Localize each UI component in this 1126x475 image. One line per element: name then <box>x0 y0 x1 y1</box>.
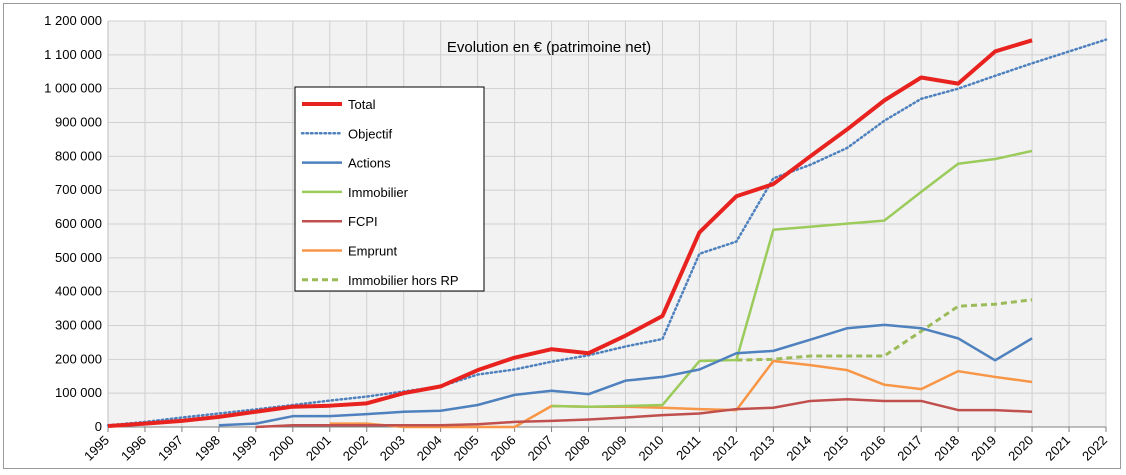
x-tick-label: 2013 <box>746 433 777 464</box>
x-tick-label: 2010 <box>636 433 667 464</box>
chart-frame: 0 100 000 200 000 300 000 400 000 500 000 600 … <box>3 3 1121 469</box>
x-tick-label: 2015 <box>820 433 851 464</box>
legend-label-immobilier: Immobilier <box>348 185 409 200</box>
x-tick-label: 1996 <box>118 433 149 464</box>
series-line-immobilier-hors-rp <box>736 298 1033 362</box>
y-tick-label: 700 000 <box>55 182 102 197</box>
legend-label-objectif: Objectif <box>348 126 392 141</box>
series-lines <box>106 38 1108 429</box>
y-tick-label: 500 000 <box>55 250 102 265</box>
series-line-immobilier <box>551 149 1033 408</box>
y-tick-label: 300 000 <box>55 318 102 333</box>
x-tick-label: 2019 <box>968 433 999 464</box>
y-tick-label: 1 100 000 <box>44 47 102 62</box>
x-tick-label: 2016 <box>857 433 888 464</box>
x-tick-label: 2020 <box>1005 433 1036 464</box>
x-tick-label: 2000 <box>266 433 297 464</box>
legend-box <box>294 86 485 292</box>
x-tick-label: 2012 <box>709 433 740 464</box>
x-tick-label: 2018 <box>931 433 962 464</box>
legend-label-immobilier-hors-rp: Immobilier hors RP <box>348 273 459 288</box>
legend: Total Objectif Actions Immobilier FCPI Emprun… <box>294 86 485 292</box>
y-tick-label: 100 000 <box>55 385 102 400</box>
series-line-total <box>107 38 1033 428</box>
y-tick-label: 1 000 000 <box>44 81 102 96</box>
y-tick-label: 200 000 <box>55 351 102 366</box>
x-tick-label: 2022 <box>1079 433 1110 464</box>
x-tick-label: 2004 <box>414 433 445 464</box>
series-line-objectif <box>106 38 1108 427</box>
x-tick-label: 2006 <box>488 433 519 464</box>
x-axis: 1995 1996 1997 1998 1999 2000 2001 2002 2003 2004… <box>81 426 1110 464</box>
x-tick-label: 2001 <box>303 433 334 464</box>
x-tick-label: 2021 <box>1042 433 1073 464</box>
x-tick-label: 2017 <box>894 433 925 464</box>
y-tick-label: 900 000 <box>55 115 102 130</box>
legend-label-total: Total <box>348 97 376 112</box>
x-tick-label: 2008 <box>562 433 593 464</box>
line-chart: 0 100 000 200 000 300 000 400 000 500 000 600 … <box>44 13 1110 464</box>
x-tick-label: 2002 <box>340 433 371 464</box>
legend-label-actions: Actions <box>348 156 391 171</box>
x-tick-label: 1997 <box>155 433 186 464</box>
x-tick-label: 2014 <box>783 433 814 464</box>
x-tick-label: 1995 <box>81 433 112 464</box>
gridlines <box>107 20 1107 427</box>
y-tick-label: 800 000 <box>55 148 102 163</box>
legend-label-emprunt: Emprunt <box>348 244 398 259</box>
series-line-actions <box>218 323 1033 427</box>
x-tick-label: 2009 <box>599 433 630 464</box>
x-tick-label: 1999 <box>229 433 260 464</box>
series-line-emprunt <box>329 359 1033 429</box>
chart-title: Evolution en € (patrimoine net) <box>447 39 651 56</box>
x-tick-label: 2007 <box>525 433 556 464</box>
y-axis: 0 100 000 200 000 300 000 400 000 500 000 600 … <box>44 13 109 434</box>
series-line-fcpi <box>255 398 1033 429</box>
x-tick-label: 2003 <box>377 433 408 464</box>
legend-label-fcpi: FCPI <box>348 214 378 229</box>
y-tick-label: 600 000 <box>55 216 102 231</box>
x-tick-label: 2005 <box>451 433 482 464</box>
y-tick-label: 1 200 000 <box>44 13 102 28</box>
x-tick-label: 2011 <box>673 433 703 463</box>
y-tick-label: 0 <box>95 419 102 434</box>
y-tick-label: 400 000 <box>55 284 102 299</box>
x-tick-label: 1998 <box>192 433 223 464</box>
